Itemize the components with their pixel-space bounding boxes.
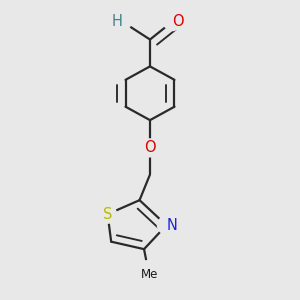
Text: H: H: [111, 14, 122, 29]
Circle shape: [99, 205, 117, 223]
Circle shape: [141, 139, 159, 157]
Circle shape: [113, 13, 131, 31]
Circle shape: [164, 13, 181, 31]
Text: S: S: [103, 207, 112, 222]
Circle shape: [158, 216, 175, 234]
Text: O: O: [144, 140, 156, 155]
Text: Me: Me: [140, 268, 158, 281]
Text: O: O: [172, 14, 184, 29]
Circle shape: [135, 260, 164, 289]
Text: N: N: [167, 218, 177, 233]
